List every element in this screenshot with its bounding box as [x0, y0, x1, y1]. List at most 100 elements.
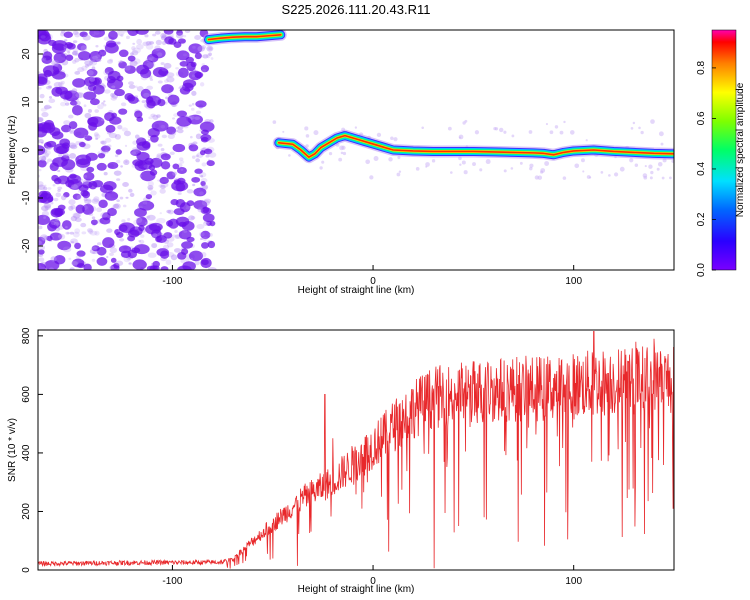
- noise-blob: [207, 240, 216, 249]
- noise-blob: [101, 140, 107, 145]
- noise-blob: [57, 169, 61, 173]
- noise-blob: [161, 67, 168, 72]
- noise-blob: [110, 96, 117, 101]
- noise-blob: [157, 143, 163, 147]
- noise-blob: [342, 151, 347, 156]
- noise-blob: [68, 199, 76, 206]
- noise-blob: [164, 79, 169, 83]
- noise-blob: [159, 176, 169, 184]
- noise-blob: [72, 231, 80, 238]
- noise-blob: [74, 57, 80, 63]
- noise-blob: [161, 134, 168, 139]
- noise-blob: [101, 102, 105, 105]
- noise-blob: [183, 34, 187, 38]
- noise-blob: [63, 120, 71, 126]
- noise-blob: [135, 85, 138, 89]
- noise-blob: [282, 130, 285, 133]
- noise-blob: [511, 134, 515, 138]
- noise-blob: [190, 135, 193, 139]
- noise-blob: [66, 42, 76, 50]
- noise-blob: [93, 30, 100, 35]
- noise-blob: [51, 131, 64, 140]
- noise-blob: [147, 252, 157, 258]
- colorbar-tick-label: 0.4: [696, 162, 707, 176]
- noise-blob: [421, 126, 424, 130]
- snr-y-ticks: 0 200 400 600 800: [21, 327, 43, 573]
- noise-blob: [110, 257, 117, 263]
- noise-blob: [339, 145, 344, 151]
- noise-blob: [76, 263, 85, 269]
- noise-blob: [149, 78, 154, 81]
- noise-blob: [112, 203, 120, 209]
- noise-blob: [165, 259, 172, 265]
- noise-blob: [75, 204, 85, 214]
- noise-blob: [57, 189, 61, 193]
- noise-blob: [127, 55, 136, 62]
- noise-blob: [168, 38, 177, 45]
- noise-blob: [160, 161, 171, 170]
- noise-blob: [144, 221, 148, 224]
- noise-blob: [83, 91, 97, 100]
- noise-blob: [191, 176, 201, 183]
- noise-blob: [134, 207, 147, 218]
- noise-blob: [38, 168, 42, 172]
- noise-blob: [105, 124, 116, 133]
- noise-blob: [72, 193, 81, 200]
- snr-frame: [37, 329, 675, 571]
- noise-blob: [184, 30, 191, 34]
- noise-blob: [75, 92, 85, 99]
- noise-blob: [72, 59, 77, 64]
- noise-blob: [84, 76, 98, 87]
- noise-blob: [200, 65, 210, 73]
- noise-blob: [194, 35, 202, 41]
- noise-blob: [53, 221, 60, 226]
- noise-blob: [136, 86, 144, 92]
- noise-blob: [60, 180, 66, 185]
- noise-blob: [176, 30, 183, 36]
- noise-blob: [60, 101, 67, 107]
- noise-blob: [101, 145, 111, 153]
- noise-blob: [123, 159, 130, 166]
- noise-blob: [122, 182, 129, 188]
- noise-blob: [61, 159, 76, 171]
- noise-blob: [67, 142, 77, 149]
- noise-blob: [87, 202, 90, 205]
- noise-blob: [57, 234, 63, 238]
- noise-blob: [116, 159, 121, 164]
- noise-blob: [107, 59, 113, 64]
- noise-blob: [170, 254, 178, 261]
- noise-blob: [648, 164, 653, 169]
- noise-blob: [145, 222, 149, 225]
- noise-blob: [194, 168, 203, 174]
- noise-blob: [38, 139, 44, 144]
- noise-blob: [84, 199, 92, 204]
- noise-blob: [208, 233, 213, 237]
- noise-blob: [43, 105, 50, 110]
- noise-blob: [107, 161, 119, 169]
- noise-blob: [88, 180, 98, 190]
- noise-blob: [155, 97, 159, 100]
- noise-blob: [62, 246, 72, 253]
- noise-blob: [121, 219, 126, 223]
- noise-blob: [108, 132, 118, 139]
- noise-blob: [48, 95, 53, 99]
- noise-blob: [100, 150, 106, 154]
- noise-blob: [130, 52, 134, 56]
- noise-blob: [186, 200, 195, 207]
- noise-blob: [48, 218, 61, 229]
- noise-blob: [125, 160, 128, 163]
- noise-blob: [156, 153, 162, 159]
- noise-blob: [38, 249, 45, 255]
- noise-blob: [83, 174, 88, 178]
- noise-blob: [181, 241, 194, 249]
- noise-blob: [77, 43, 87, 51]
- noise-blob: [141, 140, 151, 149]
- noise-blob: [207, 266, 217, 270]
- noise-blob: [124, 144, 128, 147]
- noise-blob: [479, 168, 483, 172]
- noise-blob: [41, 235, 49, 241]
- noise-blob: [554, 125, 559, 129]
- noise-blob: [60, 31, 65, 37]
- noise-blob: [608, 174, 611, 177]
- noise-blob: [53, 254, 66, 265]
